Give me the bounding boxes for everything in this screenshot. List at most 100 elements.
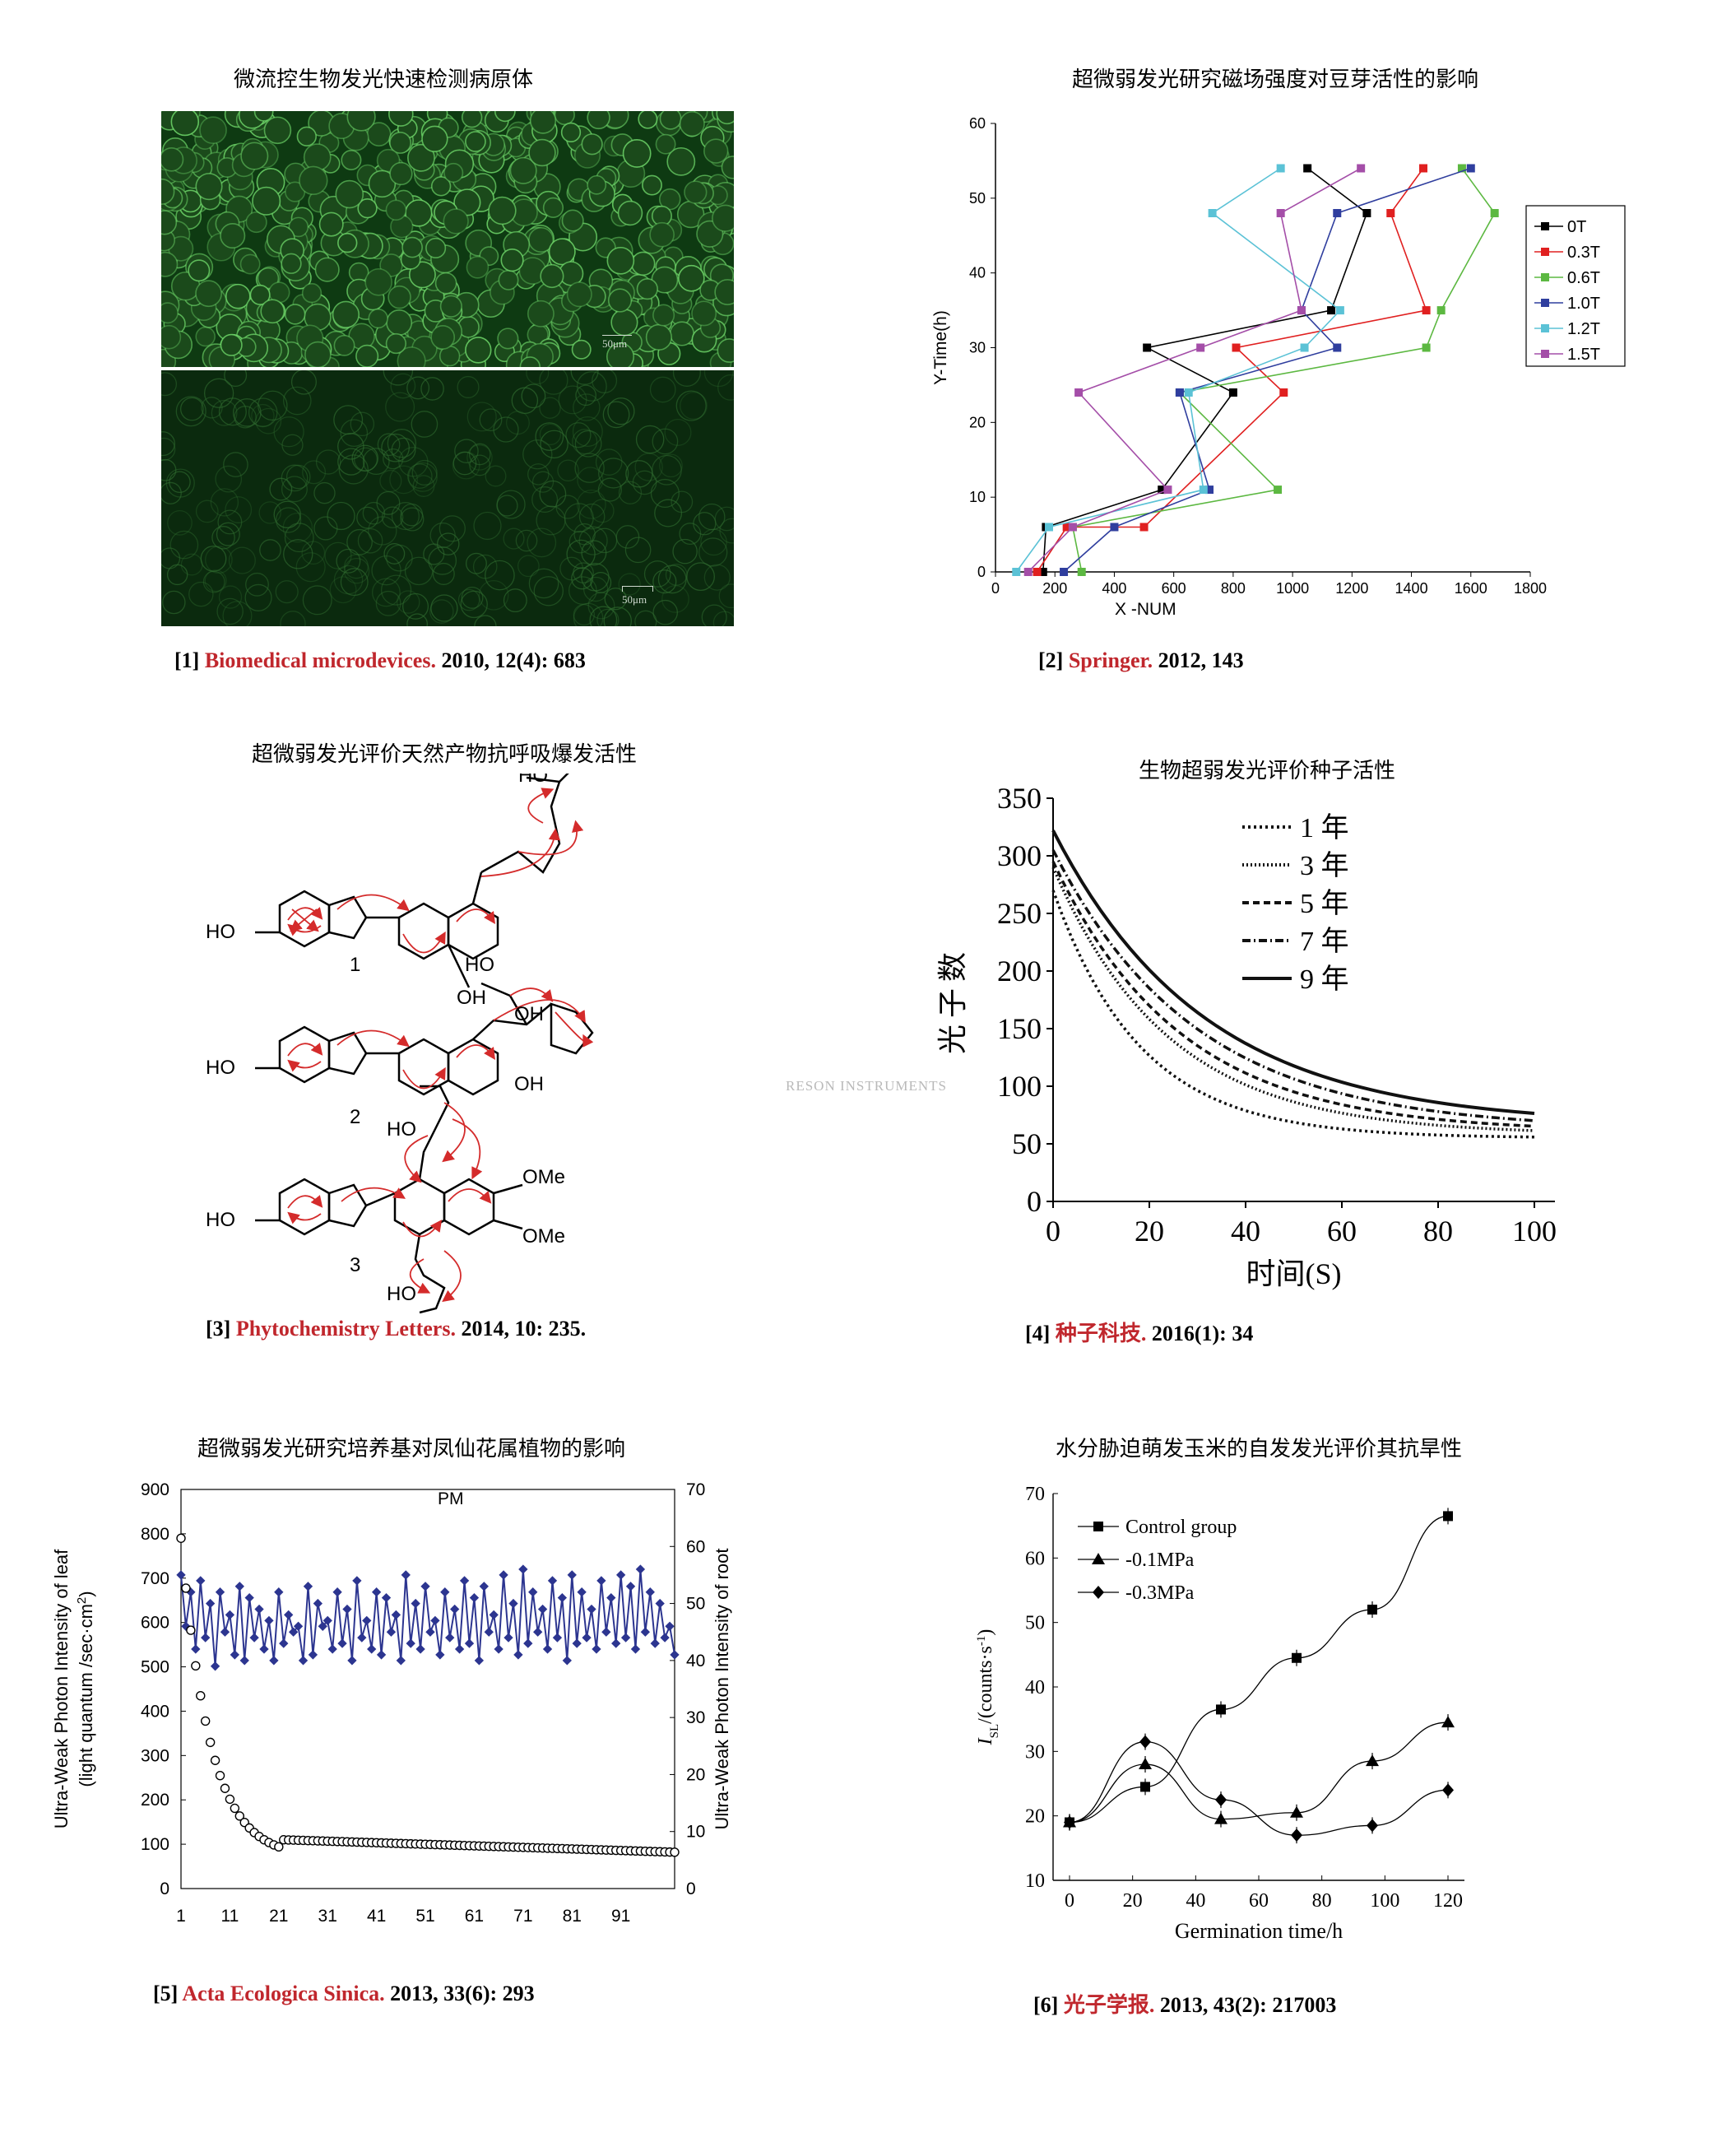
journal-link[interactable]: Biomedical microdevices.	[204, 648, 436, 672]
series-line	[1069, 1740, 1449, 1836]
root-point	[406, 1638, 415, 1648]
root-point	[391, 1610, 401, 1620]
data-point	[1077, 568, 1086, 576]
series-line	[1063, 167, 1472, 573]
root-point	[440, 1587, 450, 1597]
root-point	[459, 1576, 470, 1586]
data-point	[1045, 523, 1053, 532]
data-point	[1139, 523, 1149, 532]
x-tick-label: 40	[1231, 1215, 1260, 1248]
label-oh-2b: OH	[514, 1073, 544, 1095]
root-point	[508, 1598, 518, 1609]
leaf-point	[196, 1691, 206, 1701]
label-ho-top: HO	[518, 774, 548, 787]
legend-label: 9 年	[1300, 964, 1349, 995]
legend-marker	[1093, 1586, 1104, 1599]
leaf-point	[191, 1661, 201, 1670]
root-point	[557, 1592, 568, 1603]
root-point	[376, 1650, 387, 1660]
root-point	[474, 1656, 485, 1666]
root-point	[615, 1570, 626, 1580]
root-point	[479, 1582, 489, 1591]
data-point	[1291, 1828, 1302, 1842]
x-tick-label: 100	[1370, 1890, 1399, 1912]
root-point	[362, 1615, 372, 1626]
data-point	[1184, 388, 1193, 397]
data-point	[1362, 209, 1371, 217]
panel2-title: 超微弱发光研究磁场强度对豆芽活性的影响	[1071, 67, 1478, 92]
journal-link[interactable]: Acta Ecologica Sinica.	[182, 1982, 385, 2005]
journal-link[interactable]: 种子科技.	[1055, 1322, 1147, 1345]
legend-label: 1.5T	[1567, 346, 1600, 364]
x-tick-label: 41	[367, 1907, 386, 1926]
x-tick-label: 81	[563, 1907, 582, 1926]
data-point	[1215, 1793, 1227, 1807]
y-right-axis-label: Ultra-Weak Photon Intensity of root	[712, 1549, 732, 1830]
x-tick-label: 400	[1102, 580, 1126, 597]
data-point	[1208, 209, 1217, 217]
root-point	[660, 1633, 670, 1643]
data-point	[1175, 388, 1184, 397]
data-point	[1012, 568, 1021, 576]
y-axis-label: 光子数	[936, 946, 969, 1054]
root-point	[234, 1582, 244, 1591]
root-point	[367, 1644, 377, 1654]
data-point	[1139, 1735, 1151, 1749]
data-point	[1290, 1805, 1303, 1818]
root-point	[284, 1610, 294, 1620]
legend-label: 3 年	[1300, 850, 1349, 881]
root-point	[547, 1576, 558, 1586]
y-right-tick-label: 0	[686, 1880, 696, 1898]
y-axis-label: Y-Time(h)	[931, 310, 950, 385]
root-point	[499, 1570, 508, 1580]
root-point	[269, 1656, 279, 1666]
root-point	[357, 1633, 367, 1643]
y-tick-label: 60	[1025, 1548, 1045, 1569]
y-tick-label: 50	[969, 190, 986, 207]
journal-link[interactable]: Springer.	[1068, 648, 1153, 672]
root-point	[230, 1650, 240, 1660]
panel4-title: 生物超弱发光评价种子活性	[1138, 759, 1395, 783]
panel6-reference: [6] 光子学报. 2013, 43(2): 217003	[1033, 1993, 1337, 2017]
root-point	[670, 1650, 680, 1660]
y-tick-label: 600	[141, 1614, 169, 1633]
root-point	[635, 1564, 646, 1574]
y-tick-label: 40	[1025, 1677, 1045, 1698]
data-point	[1158, 486, 1167, 495]
y-right-tick-label: 20	[686, 1765, 705, 1784]
data-point	[1422, 306, 1431, 315]
y-tick-label: 800	[141, 1525, 169, 1544]
root-point	[279, 1638, 289, 1648]
panel5-title: 超微弱发光研究培养基对凤仙花属植物的影响	[197, 1437, 625, 1461]
journal-link[interactable]: 光子学报.	[1063, 1993, 1155, 2017]
panel3-title: 超微弱发光评价天然产物抗呼吸爆发活性	[251, 742, 637, 767]
x-tick-label: 60	[1327, 1215, 1357, 1248]
y-left-axis-label: Ultra-Weak Photon Intensity of leaf	[51, 1549, 72, 1828]
legend-label: 5 年	[1300, 888, 1349, 919]
y-axis-sub: SL	[988, 1724, 1001, 1739]
legend-box	[1525, 205, 1626, 367]
label-ho-3b: HO	[387, 1283, 416, 1305]
x-tick-label: 61	[465, 1907, 484, 1926]
label-ho-3: HO	[206, 1209, 235, 1231]
y-right-tick-label: 60	[686, 1537, 705, 1556]
journal-link[interactable]: Phytochemistry Letters.	[235, 1317, 456, 1341]
y-tick-label: 0	[977, 564, 986, 580]
scale-bar-top: 50μm	[602, 335, 632, 351]
root-point	[239, 1656, 249, 1666]
data-point	[1367, 1605, 1377, 1615]
label-ome-1: OMe	[522, 1166, 565, 1188]
root-point	[587, 1604, 596, 1615]
root-point	[572, 1638, 582, 1648]
panel2-reference: [2] Springer. 2012, 143	[1038, 648, 1244, 672]
x-tick-label: 80	[1312, 1890, 1332, 1912]
series-line	[1015, 167, 1342, 573]
legend-marker	[1541, 248, 1549, 256]
root-point	[650, 1638, 660, 1648]
y-tick-label: 300	[141, 1746, 169, 1765]
root-point	[327, 1644, 337, 1654]
data-point	[1196, 343, 1205, 352]
leaf-point	[215, 1770, 225, 1781]
root-point	[254, 1604, 264, 1615]
data-point	[1140, 1782, 1150, 1792]
